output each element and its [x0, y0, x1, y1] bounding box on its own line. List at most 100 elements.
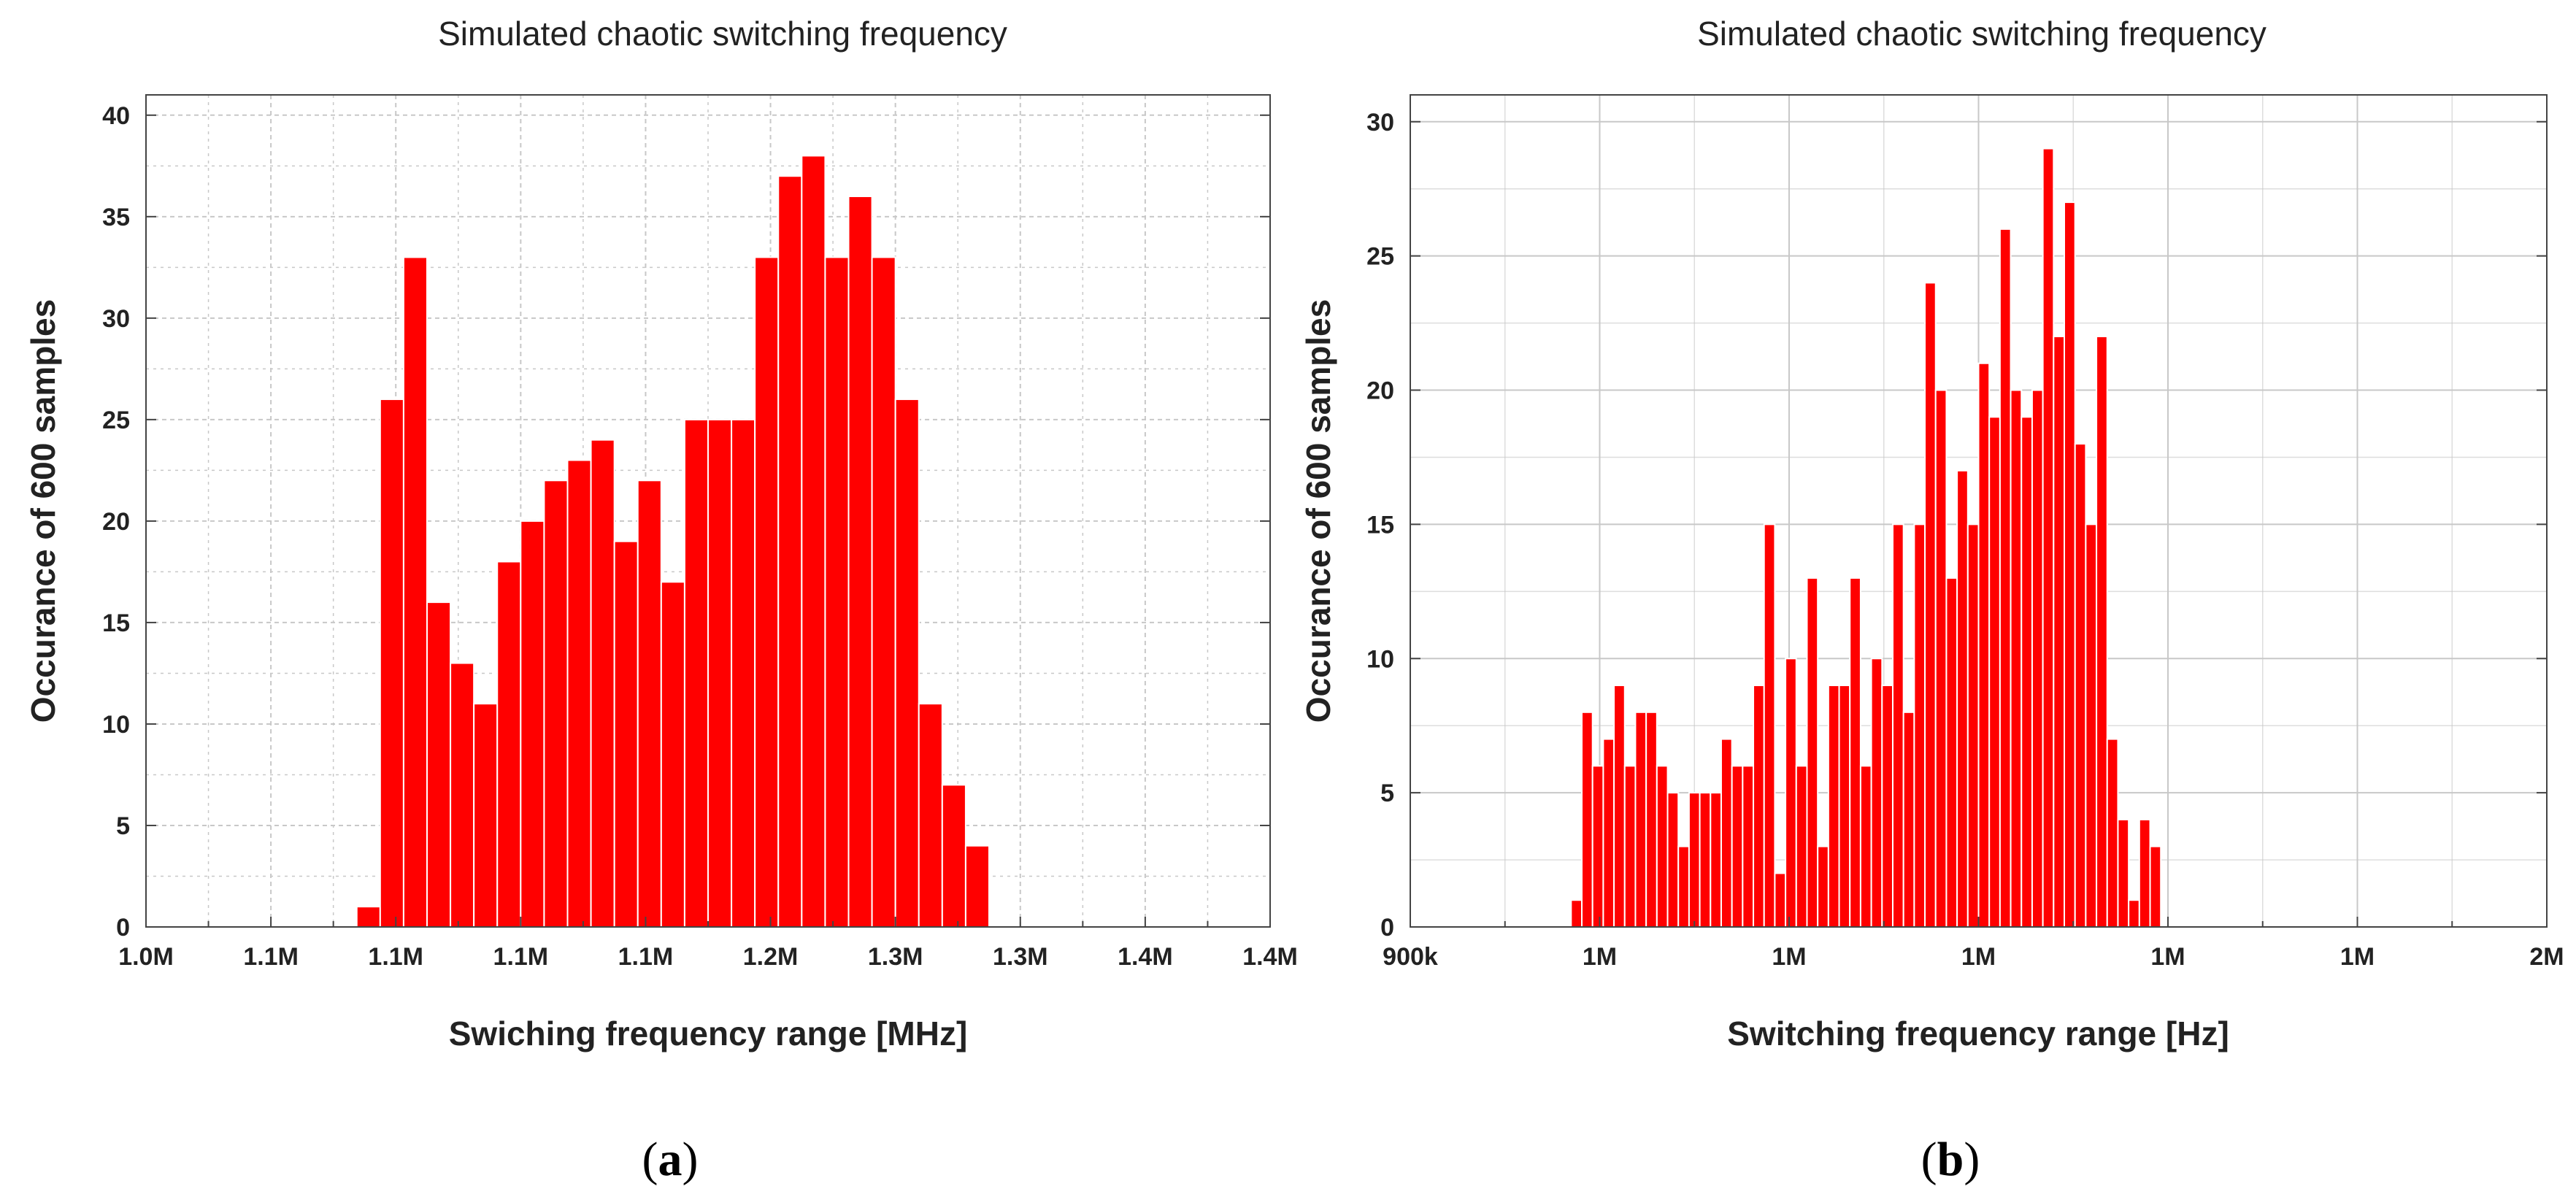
histogram-bar	[1838, 685, 1851, 928]
chart-a-caption-close: )	[683, 1133, 699, 1186]
x-tick-label: 1M	[1961, 943, 1996, 971]
histogram-bar	[2085, 523, 2098, 928]
chart-a-x-axis: 1.0M 1.1M 1.1M 1.1M 1.1M 1.2M 1.3M 1.3M 1.4M 1.4M	[118, 917, 1298, 971]
x-tick-label: 2M	[2529, 943, 2564, 971]
x-tick-label: 1.3M	[993, 943, 1048, 971]
histogram-bar	[402, 256, 428, 928]
x-tick-label: 1.1M	[243, 943, 299, 971]
histogram-bar	[520, 520, 545, 928]
chart-b-caption-letter: b	[1937, 1133, 1964, 1186]
histogram-bar	[1870, 658, 1883, 928]
histogram-bar	[1817, 845, 1829, 928]
histogram-bar	[1945, 577, 1958, 928]
x-tick-label: 1.1M	[493, 943, 549, 971]
histogram-bar	[613, 540, 639, 928]
histogram-bar	[1720, 738, 1733, 928]
histogram-bar	[2064, 201, 2076, 928]
histogram-bar	[1774, 872, 1787, 928]
y-tick-label: 5	[116, 812, 130, 840]
histogram-bar	[1570, 899, 1583, 928]
chart-b-y-axis-label: Occurance of 600 samples	[1299, 299, 1337, 723]
histogram-bar	[473, 703, 499, 928]
histogram-bar	[1710, 792, 1722, 928]
histogram-bar	[2010, 389, 2023, 928]
histogram-bar	[1977, 362, 1991, 928]
histogram-bar	[355, 906, 381, 928]
histogram-bar	[707, 418, 733, 928]
histogram-bar	[801, 155, 826, 928]
histogram-bar	[1581, 711, 1593, 928]
histogram-bar	[754, 256, 780, 928]
histogram-bar	[1924, 282, 1937, 928]
chart-a-y-axis-label: Occurance of 600 samples	[24, 299, 62, 723]
chart-b-y-axis: 0 5 10 15 20 25 30	[1366, 109, 2547, 942]
histogram-bar	[1999, 228, 2012, 928]
histogram-bar	[590, 439, 615, 928]
chart-a-x-axis-label: Swiching frequency range [MHz]	[449, 1015, 968, 1052]
y-tick-label: 25	[102, 407, 130, 434]
y-tick-label: 10	[1366, 645, 1394, 673]
x-tick-label: 1.2M	[743, 943, 799, 971]
histogram-bar	[1602, 738, 1615, 928]
x-tick-label: 900k	[1383, 943, 1438, 971]
histogram-bar	[450, 662, 475, 928]
y-tick-label: 30	[1366, 109, 1394, 136]
histogram-bar	[496, 561, 522, 928]
x-tick-label: 1M	[2150, 943, 2185, 971]
histogram-bar	[1785, 658, 1797, 928]
histogram-bar	[2138, 818, 2151, 928]
histogram-bar	[941, 784, 966, 928]
y-tick-label: 15	[102, 609, 130, 637]
x-tick-label: 1.4M	[1118, 943, 1173, 971]
histogram-bar	[777, 175, 803, 928]
chart-b-caption: (b)	[1921, 1133, 1980, 1186]
x-tick-label: 1M	[1772, 943, 1806, 971]
y-tick-label: 20	[1366, 377, 1394, 405]
histogram-bar	[2117, 818, 2130, 928]
histogram-bar	[894, 399, 920, 928]
histogram-bar	[2074, 443, 2087, 928]
histogram-bar	[2031, 389, 2044, 928]
y-tick-label: 0	[116, 914, 130, 942]
histogram-bar	[1699, 792, 1712, 928]
chart-a-y-axis: 0 5 10 15 20 25 30 35 40	[102, 102, 1270, 942]
histogram-bar	[1666, 792, 1680, 928]
histogram-bar	[1742, 765, 1755, 928]
chart-b-caption-close: )	[1964, 1133, 1980, 1186]
y-tick-label: 30	[102, 305, 130, 333]
chart-b-x-axis: 900k 1M 1M 1M 1M 1M 2M	[1383, 917, 2564, 971]
histogram-bar	[1613, 685, 1626, 928]
histogram-bar	[2106, 738, 2119, 928]
histogram-bar	[1795, 765, 1808, 928]
histogram-bar	[543, 480, 569, 928]
chart-b-caption-open: (	[1921, 1133, 1937, 1186]
histogram-bar	[637, 480, 662, 928]
chart-a-bars	[355, 155, 990, 928]
histogram-bar	[918, 703, 943, 928]
histogram-bar	[1753, 685, 1765, 928]
histogram-bar	[426, 601, 452, 928]
chart-b-x-axis-label: Switching frequency range [Hz]	[1727, 1015, 2229, 1052]
histogram-bar	[1827, 685, 1840, 928]
chart-a-caption: (a)	[642, 1133, 699, 1186]
x-tick-label: 1.1M	[368, 943, 423, 971]
histogram-bar	[1591, 765, 1604, 928]
histogram-bar	[1623, 765, 1637, 928]
y-tick-label: 5	[1380, 780, 1394, 807]
histogram-bar	[683, 418, 710, 928]
histogram-bar	[1806, 577, 1819, 928]
y-tick-label: 25	[1366, 243, 1394, 271]
y-tick-label: 0	[1380, 914, 1394, 942]
histogram-bar	[1677, 845, 1690, 928]
histogram-bar	[1656, 765, 1669, 928]
chart-a-caption-letter: a	[658, 1133, 683, 1186]
histogram-bar	[1934, 389, 1948, 928]
histogram-bar	[1859, 765, 1872, 928]
histogram-bar	[2042, 147, 2055, 928]
histogram-bar	[1645, 711, 1658, 928]
histogram-bar	[1881, 685, 1893, 928]
x-tick-label: 1.3M	[868, 943, 923, 971]
y-tick-label: 35	[102, 204, 130, 231]
histogram-bar	[1634, 711, 1648, 928]
histogram-bar	[2021, 416, 2033, 928]
